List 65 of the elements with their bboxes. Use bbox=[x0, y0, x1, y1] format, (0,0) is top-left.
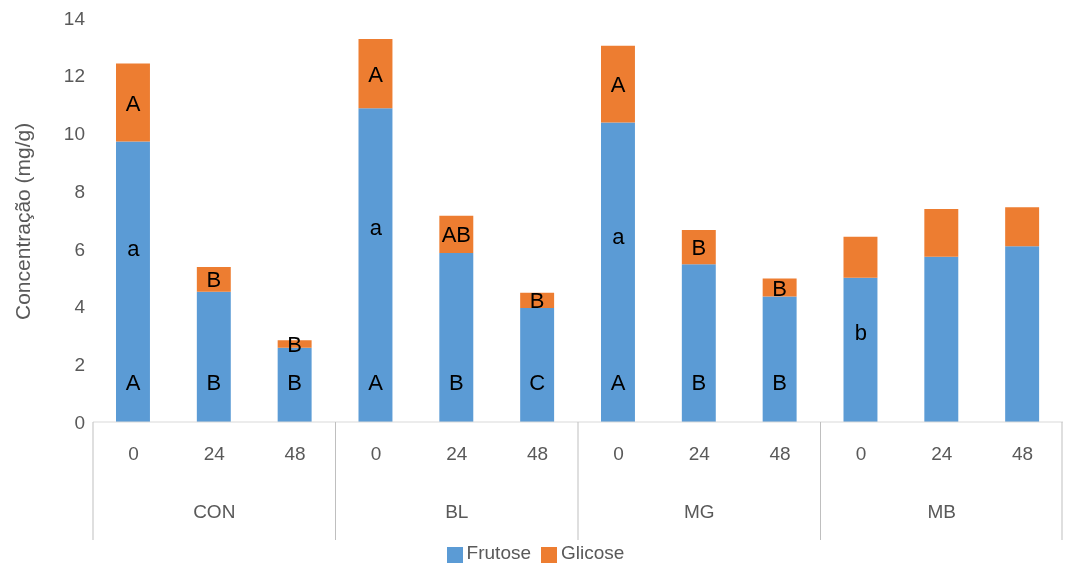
y-tick-label: 8 bbox=[74, 180, 85, 202]
data-label: B bbox=[287, 370, 302, 395]
bar bbox=[601, 122, 635, 422]
text: CON bbox=[193, 501, 236, 522]
bar bbox=[116, 63, 150, 142]
bar bbox=[1005, 246, 1040, 422]
x-tick-label: 0 bbox=[613, 443, 624, 464]
data-label: B bbox=[691, 370, 707, 395]
bar bbox=[601, 45, 635, 123]
data-label: A bbox=[368, 370, 384, 395]
bar bbox=[843, 236, 878, 278]
legend-label: Frutose bbox=[466, 542, 532, 563]
data-label: B bbox=[206, 370, 222, 395]
data-label: A bbox=[125, 370, 141, 395]
x-tick-label: 48 bbox=[527, 443, 549, 464]
annotation: a bbox=[369, 215, 383, 241]
x-tick-label: 48 bbox=[284, 443, 306, 464]
bar bbox=[843, 277, 878, 422]
y-tick-label: 2 bbox=[74, 354, 85, 376]
x-tick-label: 48 bbox=[1012, 443, 1034, 464]
annotation: b bbox=[854, 320, 868, 346]
annotation: a bbox=[127, 235, 141, 261]
x-tick-label: 0 bbox=[370, 443, 382, 464]
x-tick-label: 24 bbox=[688, 443, 711, 464]
annotation: a bbox=[612, 224, 626, 250]
bar bbox=[439, 252, 474, 422]
text: BL bbox=[445, 501, 469, 522]
y-tick-label: 4 bbox=[74, 296, 86, 318]
data-label: C bbox=[529, 370, 546, 395]
bar bbox=[924, 256, 959, 422]
data-label: B bbox=[206, 267, 222, 293]
bar bbox=[358, 108, 393, 422]
bar bbox=[116, 141, 150, 422]
data-label: A bbox=[610, 370, 626, 395]
data-label: B bbox=[448, 370, 464, 395]
data-label: B bbox=[529, 288, 545, 314]
y-tick-label: 0 bbox=[74, 411, 85, 433]
data-label: B bbox=[691, 235, 707, 261]
y-tick-label: 14 bbox=[63, 7, 86, 29]
x-tick-label: 24 bbox=[203, 443, 226, 464]
data-label: A bbox=[368, 61, 384, 87]
data-label: AB bbox=[441, 222, 471, 248]
legend-label: Glicose bbox=[561, 542, 625, 563]
x-tick-label: 48 bbox=[769, 443, 791, 464]
x-tick-label: 0 bbox=[855, 443, 867, 464]
data-label: B bbox=[772, 275, 787, 301]
data-label: A bbox=[125, 90, 141, 116]
y-axis-title: Concentração (mg/g) bbox=[11, 122, 35, 320]
bar bbox=[681, 264, 716, 422]
bar bbox=[1005, 207, 1040, 247]
text: MB bbox=[927, 501, 956, 522]
y-tick-label: 6 bbox=[74, 238, 85, 260]
y-tick-label: 12 bbox=[63, 65, 85, 87]
bar bbox=[762, 296, 797, 422]
bar bbox=[520, 308, 555, 422]
y-tick-label: 10 bbox=[63, 123, 85, 145]
bar bbox=[196, 291, 231, 422]
data-label: B bbox=[772, 370, 787, 395]
data-label: A bbox=[610, 72, 626, 98]
text: MG bbox=[683, 501, 715, 522]
bar bbox=[924, 209, 959, 257]
bar bbox=[358, 39, 393, 109]
x-tick-label: 24 bbox=[931, 443, 953, 464]
x-tick-label: 0 bbox=[128, 443, 139, 464]
x-tick-label: 24 bbox=[446, 443, 468, 464]
